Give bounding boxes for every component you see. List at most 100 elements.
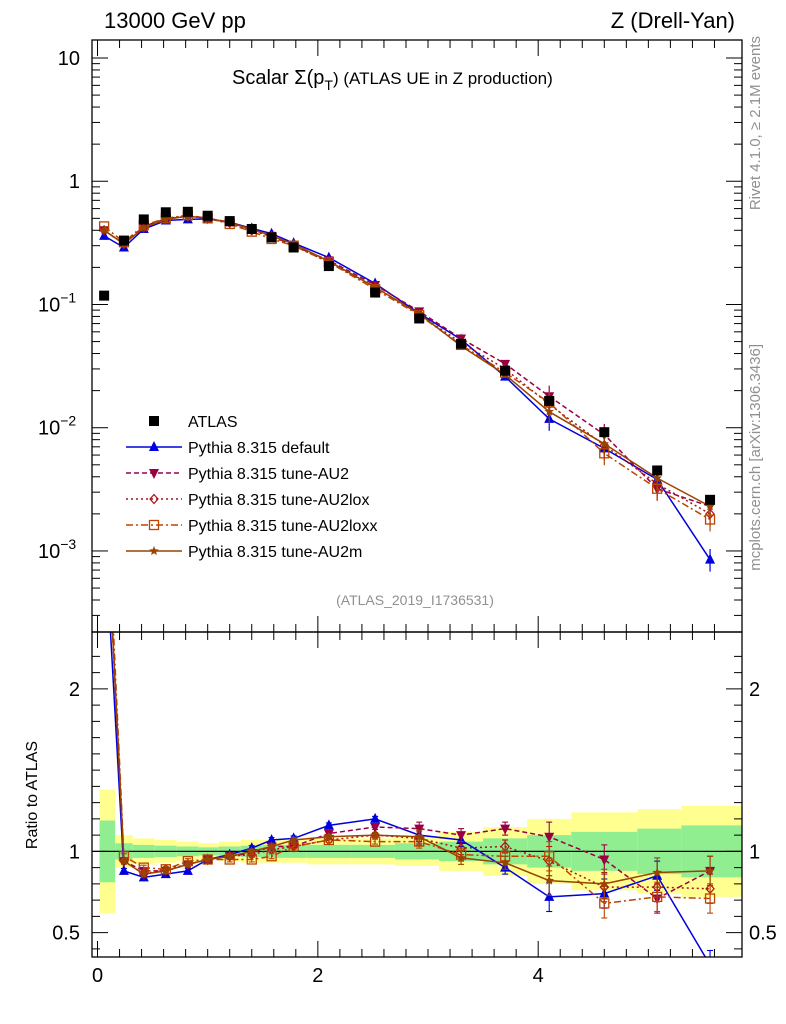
mcplots-label: mcplots.cern.ch [arXiv:1306.3436] <box>747 344 764 571</box>
legend-label-atlas: ATLAS <box>188 414 238 431</box>
point-au2m <box>99 225 109 235</box>
legend-marker-default <box>149 441 159 451</box>
y-tick-label: 10−2 <box>38 413 76 440</box>
ratio-frame <box>91 631 743 958</box>
y-tick-base: 10 <box>38 294 60 316</box>
point-atlas <box>705 494 716 505</box>
y-tick-label: 10−3 <box>38 536 76 563</box>
point-atlas <box>138 214 149 225</box>
legend-marker-au2 <box>149 469 159 479</box>
point-au2m <box>139 222 149 232</box>
ratio-point-au2loxx <box>704 893 716 904</box>
point-atlas <box>370 287 381 298</box>
point-au2m <box>414 308 424 318</box>
ratio-point-au2m <box>324 831 334 841</box>
y-tick-label: 10 <box>58 48 80 70</box>
ratio-point-au2m <box>202 854 213 864</box>
ratio-point-au2m <box>99 456 109 465</box>
point-atlas <box>182 206 193 217</box>
y-tick-base: 10 <box>38 418 60 440</box>
point-atlas <box>224 216 235 227</box>
point-atlas <box>599 427 610 438</box>
legend-marker-au2m <box>149 546 159 555</box>
ratio-point-default <box>118 864 129 875</box>
ratio-point-default <box>323 819 334 830</box>
ratio-y-tick-label: 1 <box>69 841 80 863</box>
ratio-point-au2m <box>456 852 466 862</box>
point-atlas <box>500 365 511 376</box>
ratio-point-default <box>544 890 555 901</box>
legend-marker-au2loxx <box>148 519 160 531</box>
ratio-point-au2m <box>288 835 299 844</box>
ratio-y-tick-label-right: 1 <box>749 841 760 863</box>
ratio-point-au2loxx <box>544 851 555 862</box>
ratio-point-au2m <box>161 865 171 875</box>
analysis-tag: (ATLAS_2019_I1736531) <box>336 592 494 608</box>
legend-entry-au2m: Pythia 8.315 tune-AU2m <box>126 544 362 561</box>
x-tick-label: 4 <box>533 965 544 987</box>
legend-entry-au2lox: Pythia 8.315 tune-AU2lox <box>126 492 369 509</box>
ratio-panel: 0.5 0.5 1 1 2 2 0 2 4 <box>52 424 777 987</box>
ratio-axes: 0.5 0.5 1 1 2 2 0 2 4 <box>52 632 777 987</box>
point-atlas <box>544 395 555 406</box>
ratio-point-default <box>266 834 277 844</box>
y-tick-exponent: −2 <box>60 413 76 429</box>
ratio-point-au2m <box>599 878 609 888</box>
ratio-point-au2loxx <box>266 851 277 862</box>
legend-marker-au2lox <box>149 493 159 505</box>
legend: ATLAS Pythia 8.315 default Pythia 8.315 tu… <box>126 414 377 561</box>
ratio-point-au2m <box>544 875 554 885</box>
ratio-point-au2m <box>139 869 149 879</box>
legend-label-au2: Pythia 8.315 tune-AU2 <box>188 466 349 483</box>
ratio-point-default <box>370 812 381 823</box>
point-atlas <box>456 338 467 349</box>
point-atlas <box>414 313 425 324</box>
ratio-point-au2loxx <box>100 424 109 433</box>
chart-title: Scalar Σ(pT) (ATLAS UE in Z production) <box>232 67 553 93</box>
point-au2m <box>161 214 171 224</box>
ratio-point-au2m <box>370 830 380 840</box>
ratio-point-au2m <box>225 851 235 861</box>
ratio-ylabel: Ratio to ATLAS <box>24 741 41 849</box>
legend-entry-atlas: ATLAS <box>149 414 238 431</box>
y-tick-exponent: −3 <box>60 536 76 552</box>
ratio-point-au2m <box>652 867 662 877</box>
ratio-y-tick-label-right: 2 <box>749 679 760 701</box>
rivet-version-label: Rivet 4.1.0, ≥ 2.1M events <box>747 36 764 210</box>
ratio-point-au2 <box>456 831 467 842</box>
header-left: 13000 GeV pp <box>104 8 246 33</box>
legend-entry-au2: Pythia 8.315 tune-AU2 <box>126 466 349 483</box>
point-atlas <box>246 223 257 234</box>
point-atlas <box>288 242 299 253</box>
y-tick-exponent: −1 <box>60 289 76 305</box>
ratio-y-tick-label: 0.5 <box>52 923 80 945</box>
legend-label-au2m: Pythia 8.315 tune-AU2m <box>188 544 362 561</box>
ratio-point-au2m <box>266 841 277 851</box>
main-x-axis <box>97 40 715 632</box>
ratio-point-au2m <box>119 856 129 866</box>
point-atlas <box>99 290 110 301</box>
ratio-point-default <box>705 959 715 969</box>
legend-marker-atlas <box>149 416 159 426</box>
legend-entry-au2loxx: Pythia 8.315 tune-AU2loxx <box>126 518 377 535</box>
ratio-line-default <box>109 632 707 957</box>
ratio-point-au2 <box>500 824 511 835</box>
ratio-point-au2 <box>414 824 425 835</box>
legend-label-default: Pythia 8.315 default <box>188 440 330 457</box>
ratio-point-au2lox <box>100 457 108 466</box>
ratio-point-au2m <box>705 865 715 875</box>
legend-label-au2lox: Pythia 8.315 tune-AU2lox <box>188 492 369 509</box>
ratio-point-au2 <box>370 823 381 833</box>
header-right: Z (Drell-Yan) <box>611 8 735 33</box>
ratio-point-au2loxx <box>652 891 663 903</box>
ratio-series <box>99 424 716 969</box>
main-series <box>98 206 716 572</box>
ratio-point-default <box>99 512 109 522</box>
point-au2m <box>544 406 554 416</box>
x-tick-label: 0 <box>92 965 103 987</box>
y-tick-base: 10 <box>38 541 60 563</box>
y-tick-label: 10−1 <box>38 289 76 316</box>
